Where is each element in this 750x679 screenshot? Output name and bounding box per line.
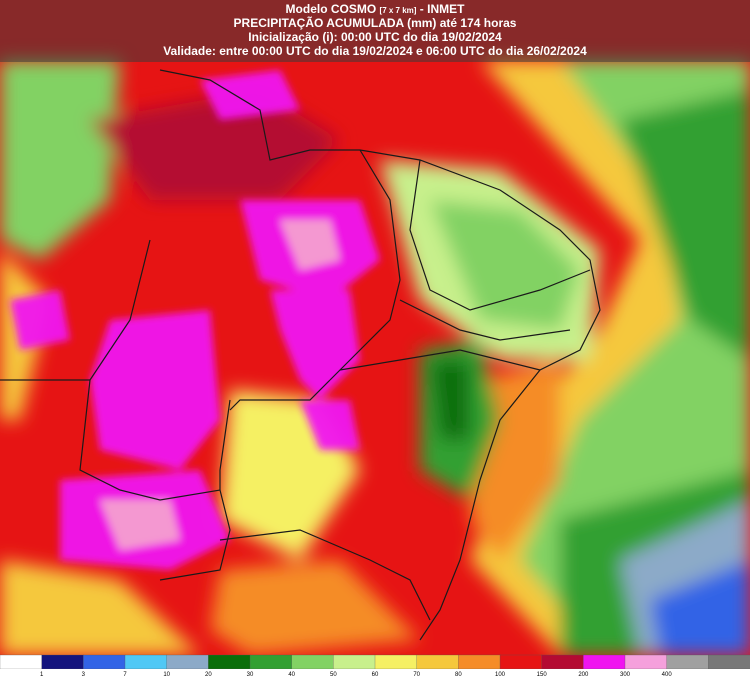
initialization: Inicialização (i): 00:00 UTC do dia 19/0… bbox=[248, 30, 502, 44]
legend-label: 400 bbox=[662, 672, 673, 678]
legend: 1 3 7 10 20 30 40 50 60 70 80 100 150 200 300 400 bbox=[0, 654, 750, 679]
borders bbox=[0, 69, 601, 641]
legend-label: 10 bbox=[163, 672, 170, 678]
legend-swatch bbox=[666, 654, 709, 670]
legend-swatch bbox=[0, 654, 43, 670]
legend-label-strip bbox=[0, 669, 750, 679]
legend-swatch bbox=[624, 654, 668, 670]
legend-label: 50 bbox=[330, 672, 337, 678]
legend-label: 70 bbox=[413, 672, 420, 678]
legend-swatch bbox=[333, 654, 376, 670]
legend-swatch bbox=[41, 654, 84, 670]
legend-swatch bbox=[166, 654, 209, 670]
legend-label: 20 bbox=[205, 672, 212, 678]
legend-label: 60 bbox=[372, 672, 379, 678]
legend-label: 150 bbox=[537, 672, 548, 678]
header-title: Modelo COSMO [7 x 7 km] - INMET bbox=[286, 2, 466, 16]
precipitation-field bbox=[0, 0, 750, 655]
model-resolution: [7 x 7 km] bbox=[380, 6, 417, 15]
institute: - INMET bbox=[420, 2, 465, 16]
legend-label: 40 bbox=[288, 672, 295, 678]
legend-swatch bbox=[208, 654, 251, 670]
legend-swatch bbox=[291, 654, 334, 670]
legend-swatch bbox=[541, 654, 584, 670]
legend-swatch bbox=[124, 654, 168, 670]
legend-label: 1 bbox=[40, 672, 44, 678]
header-band bbox=[0, 0, 750, 62]
product-title: PRECIPITAÇÃO ACUMULADA (mm) até 174 hora… bbox=[234, 15, 517, 30]
legend-label: 80 bbox=[455, 672, 462, 678]
legend-label: 30 bbox=[247, 672, 254, 678]
validity: Validade: entre 00:00 UTC do dia 19/02/2… bbox=[163, 44, 587, 58]
legend-label: 300 bbox=[620, 672, 631, 678]
legend-swatch bbox=[708, 654, 750, 670]
legend-label: 3 bbox=[82, 672, 86, 678]
legend-label: 7 bbox=[123, 672, 127, 678]
legend-label: 200 bbox=[578, 672, 589, 678]
legend-swatch bbox=[416, 654, 459, 670]
legend-swatch bbox=[83, 654, 126, 670]
model-name: Modelo COSMO bbox=[286, 2, 377, 16]
legend-swatch bbox=[583, 654, 626, 670]
legend-swatch bbox=[499, 654, 543, 670]
legend-swatch bbox=[458, 654, 501, 670]
legend-swatch bbox=[374, 654, 418, 670]
legend-label: 100 bbox=[495, 672, 506, 678]
legend-swatch bbox=[249, 654, 293, 670]
